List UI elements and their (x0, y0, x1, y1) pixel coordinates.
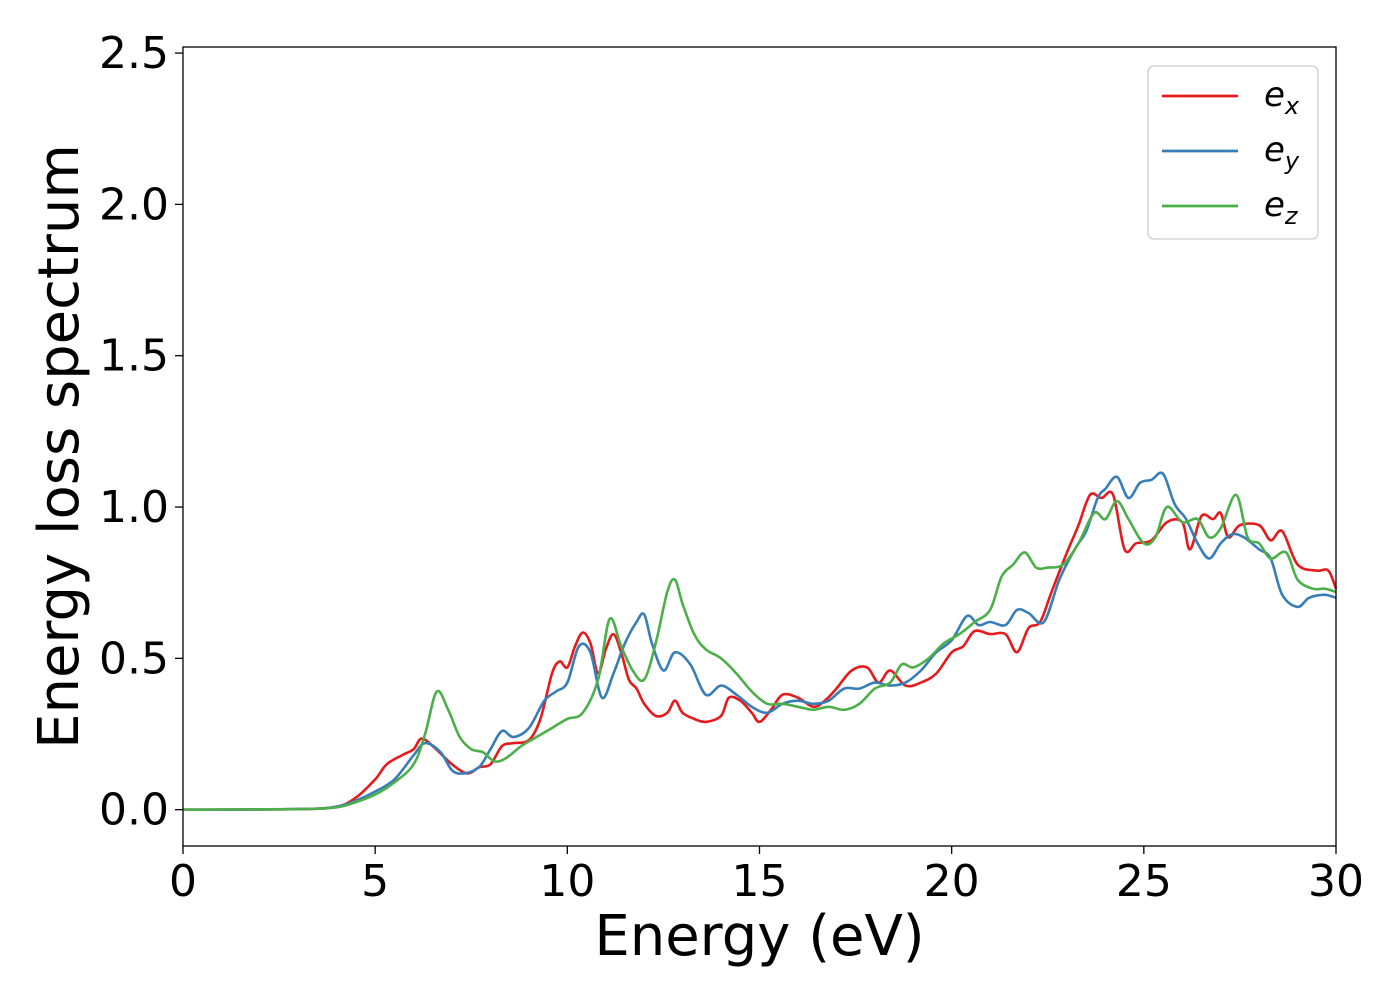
x-tick-label: 0 (169, 856, 197, 907)
y-tick-label: 0.5 (99, 633, 169, 684)
x-axis: 0 5 10 15 20 25 30 (169, 846, 1364, 907)
x-tick-label: 20 (924, 856, 980, 907)
y-tick-label: 2.5 (99, 28, 169, 79)
legend-label-e-z: ez (1264, 185, 1299, 230)
y-axis: 0.0 0.5 1.0 1.5 2.0 2.5 (99, 28, 183, 836)
legend-label-subscript: x (1284, 92, 1300, 120)
legend-label-subscript: z (1284, 202, 1299, 230)
y-axis-title: Energy loss spectrum (27, 144, 92, 749)
series-line-e-x (182, 490, 1338, 811)
x-tick-label: 5 (361, 856, 389, 907)
x-tick-label: 15 (732, 856, 788, 907)
legend-label-base: e (1264, 185, 1285, 225)
x-axis-title: Energy (eV) (594, 904, 924, 969)
legend-label-base: e (1264, 75, 1285, 115)
x-tick-label: 25 (1116, 856, 1172, 907)
x-tick-label: 10 (539, 856, 595, 907)
x-tick-label: 30 (1308, 856, 1364, 907)
series-line-e-y (182, 471, 1337, 811)
legend-label-subscript: y (1284, 147, 1300, 175)
legend-label-e-x: ex (1264, 75, 1300, 120)
y-tick-label: 1.5 (99, 331, 169, 382)
legend-label-base: e (1264, 130, 1285, 170)
y-tick-label: 1.0 (99, 482, 169, 533)
series-line-e-z (182, 493, 1337, 811)
legend-label-e-y: ey (1264, 130, 1300, 175)
legend-box (1147, 65, 1319, 240)
y-tick-label: 2.0 (99, 179, 169, 230)
y-tick-label: 0.0 (99, 785, 169, 836)
series-layer (182, 471, 1338, 811)
